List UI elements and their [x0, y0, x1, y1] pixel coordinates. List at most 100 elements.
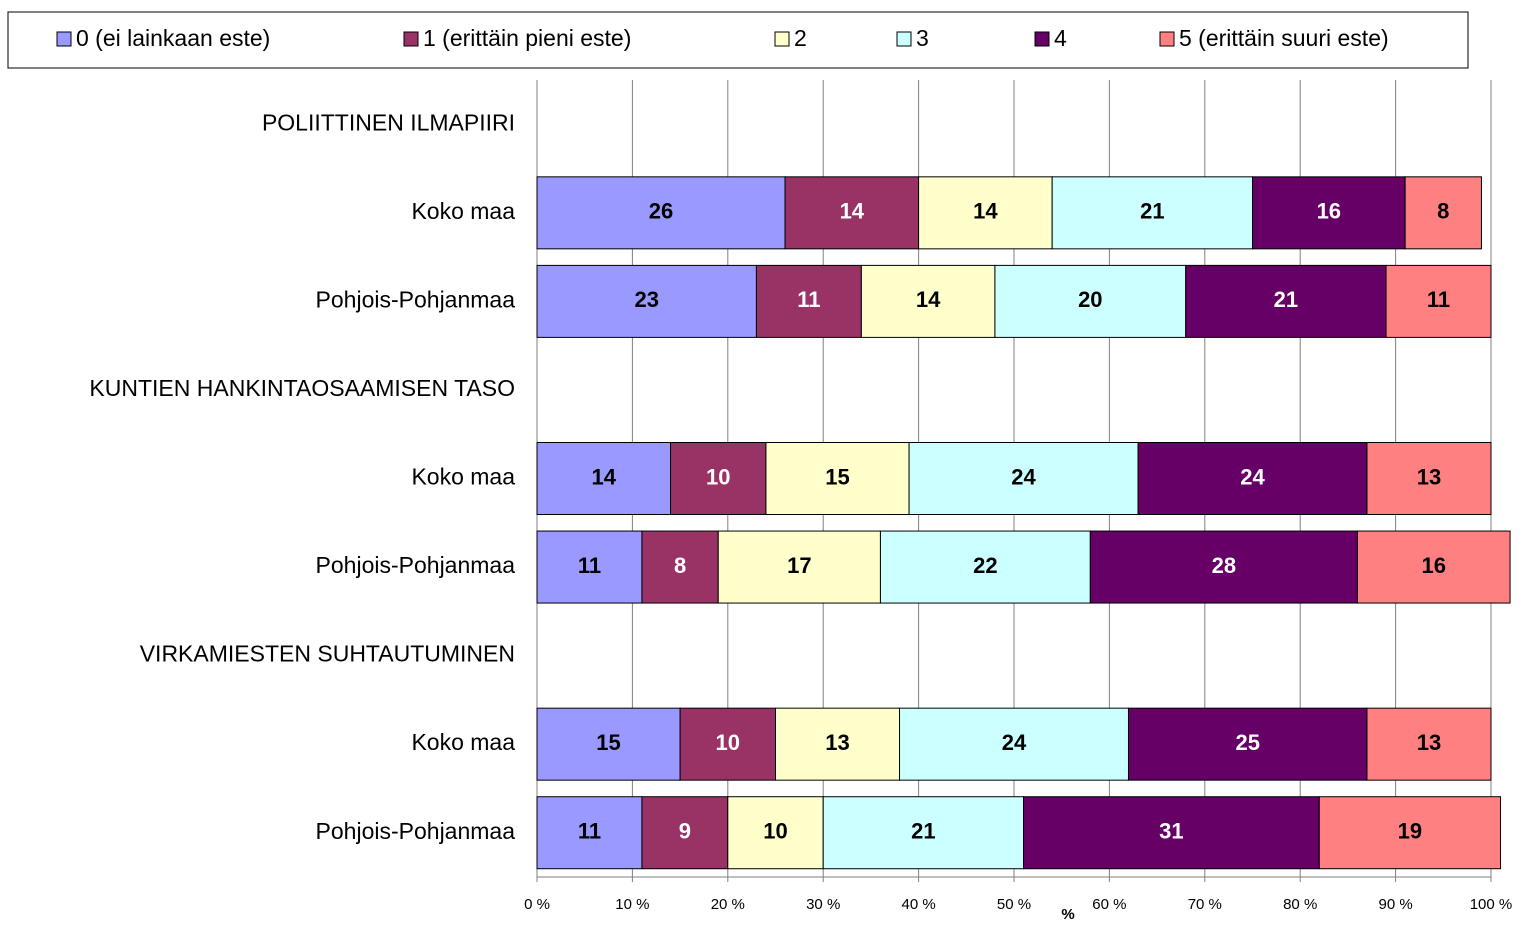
bar-segment — [536, 796, 643, 870]
value-label: 16 — [1317, 199, 1341, 224]
value-label: 13 — [1417, 730, 1441, 755]
value-label: 14 — [973, 199, 998, 224]
value-label: 24 — [1240, 464, 1265, 489]
value-label: 10 — [763, 819, 787, 844]
x-tick-label: 100 % — [1470, 896, 1513, 913]
value-label: 9 — [679, 819, 691, 844]
value-label: 21 — [911, 819, 935, 844]
value-label: 17 — [787, 553, 811, 578]
value-label: 16 — [1422, 553, 1446, 578]
value-label: 14 — [840, 199, 865, 224]
bar-segment — [670, 442, 767, 515]
bar-segment — [536, 530, 643, 604]
bar-segment — [1385, 264, 1492, 338]
bar-segment — [536, 176, 786, 250]
y-tick-label: POLIITTINEN ILMAPIIRI — [262, 109, 515, 135]
x-tick-label: 20 % — [711, 896, 745, 913]
value-label: 19 — [1398, 819, 1422, 844]
bar-segment — [822, 796, 1025, 870]
legend-swatch — [1159, 31, 1175, 47]
value-label: 14 — [916, 287, 941, 312]
value-label: 21 — [1274, 287, 1298, 312]
bar-segment — [879, 530, 1091, 604]
legend-label: 3 — [916, 25, 929, 51]
bar-segment — [784, 176, 920, 250]
bar-segment — [1318, 796, 1502, 870]
value-label: 13 — [825, 730, 849, 755]
bar-segment — [536, 707, 681, 781]
value-label: 8 — [1437, 199, 1449, 224]
y-tick-label: Pohjois-Pohjanmaa — [316, 818, 516, 844]
bar-segment — [727, 796, 824, 870]
y-tick-label: VIRKAMIESTEN SUHTAUTUMINEN — [140, 641, 515, 667]
value-label: 11 — [578, 553, 601, 578]
bar-segment — [536, 442, 672, 515]
value-label: 24 — [1002, 730, 1027, 755]
legend-label: 0 (ei lainkaan este) — [76, 25, 270, 51]
legend-box — [7, 11, 1469, 69]
value-label: 22 — [973, 553, 997, 578]
value-label: 25 — [1235, 730, 1259, 755]
legend-label: 1 (erittäin pieni este) — [423, 25, 631, 51]
bar-segment — [1051, 176, 1254, 250]
bar-segment — [1252, 176, 1406, 250]
legend-swatch — [774, 31, 790, 47]
y-tick-label: KUNTIEN HANKINTAOSAAMISEN TASO — [89, 375, 515, 401]
legend-label: 4 — [1054, 25, 1067, 51]
x-tick-label: 90 % — [1378, 896, 1412, 913]
x-tick-label: 70 % — [1188, 896, 1222, 913]
value-label: 8 — [674, 553, 686, 578]
value-label: 11 — [1427, 287, 1450, 312]
bar-segment — [1404, 176, 1482, 250]
y-tick-label: Pohjois-Pohjanmaa — [316, 286, 516, 312]
value-label: 11 — [578, 819, 601, 844]
value-label: 24 — [1011, 464, 1036, 489]
bar-segment — [1356, 530, 1511, 604]
bar-segment — [994, 264, 1187, 338]
bar-segment — [1137, 442, 1368, 515]
x-tick-label: 40 % — [901, 896, 935, 913]
bar-segment — [1185, 264, 1387, 338]
legend-label: 5 (erittäin suuri este) — [1179, 25, 1389, 51]
bar-segment — [679, 707, 776, 781]
x-tick-label: 30 % — [806, 896, 840, 913]
y-tick-label: Koko maa — [411, 464, 515, 490]
legend-swatch — [896, 31, 912, 47]
legend-swatch — [403, 31, 419, 47]
x-tick-label: 10 % — [615, 896, 649, 913]
value-label: 11 — [797, 287, 820, 312]
value-label: 10 — [706, 464, 730, 489]
value-label: 23 — [634, 287, 658, 312]
value-label: 26 — [649, 199, 673, 224]
bar-segment — [1366, 707, 1492, 781]
bar-segment — [1023, 796, 1320, 870]
value-label: 13 — [1417, 464, 1441, 489]
legend-label: 2 — [794, 25, 807, 51]
value-label: 31 — [1159, 819, 1183, 844]
bar-segment — [755, 264, 862, 338]
bar-segment — [1127, 707, 1368, 781]
y-tick-label: Koko maa — [411, 198, 515, 224]
value-label: 10 — [716, 730, 740, 755]
bar-segment — [717, 530, 881, 604]
value-label: 14 — [592, 464, 617, 489]
x-tick-label: 80 % — [1283, 896, 1317, 913]
y-tick-label: Koko maa — [411, 729, 515, 755]
x-tick-label: 50 % — [997, 896, 1031, 913]
value-label: 15 — [825, 464, 849, 489]
x-tick-label: 60 % — [1092, 896, 1126, 913]
x-tick-label: 0 % — [524, 896, 550, 913]
bar-segment — [1366, 442, 1492, 515]
value-label: 28 — [1212, 553, 1236, 578]
bar-segment — [536, 264, 757, 338]
value-label: 20 — [1078, 287, 1102, 312]
legend-swatch — [56, 31, 72, 47]
bar-segment — [908, 442, 1139, 515]
x-axis-title: % — [1061, 906, 1074, 923]
y-tick-label: Pohjois-Pohjanmaa — [316, 552, 516, 578]
bar-segment — [860, 264, 996, 338]
value-label: 15 — [596, 730, 620, 755]
value-label: 21 — [1140, 199, 1164, 224]
bar-segment — [918, 176, 1053, 250]
